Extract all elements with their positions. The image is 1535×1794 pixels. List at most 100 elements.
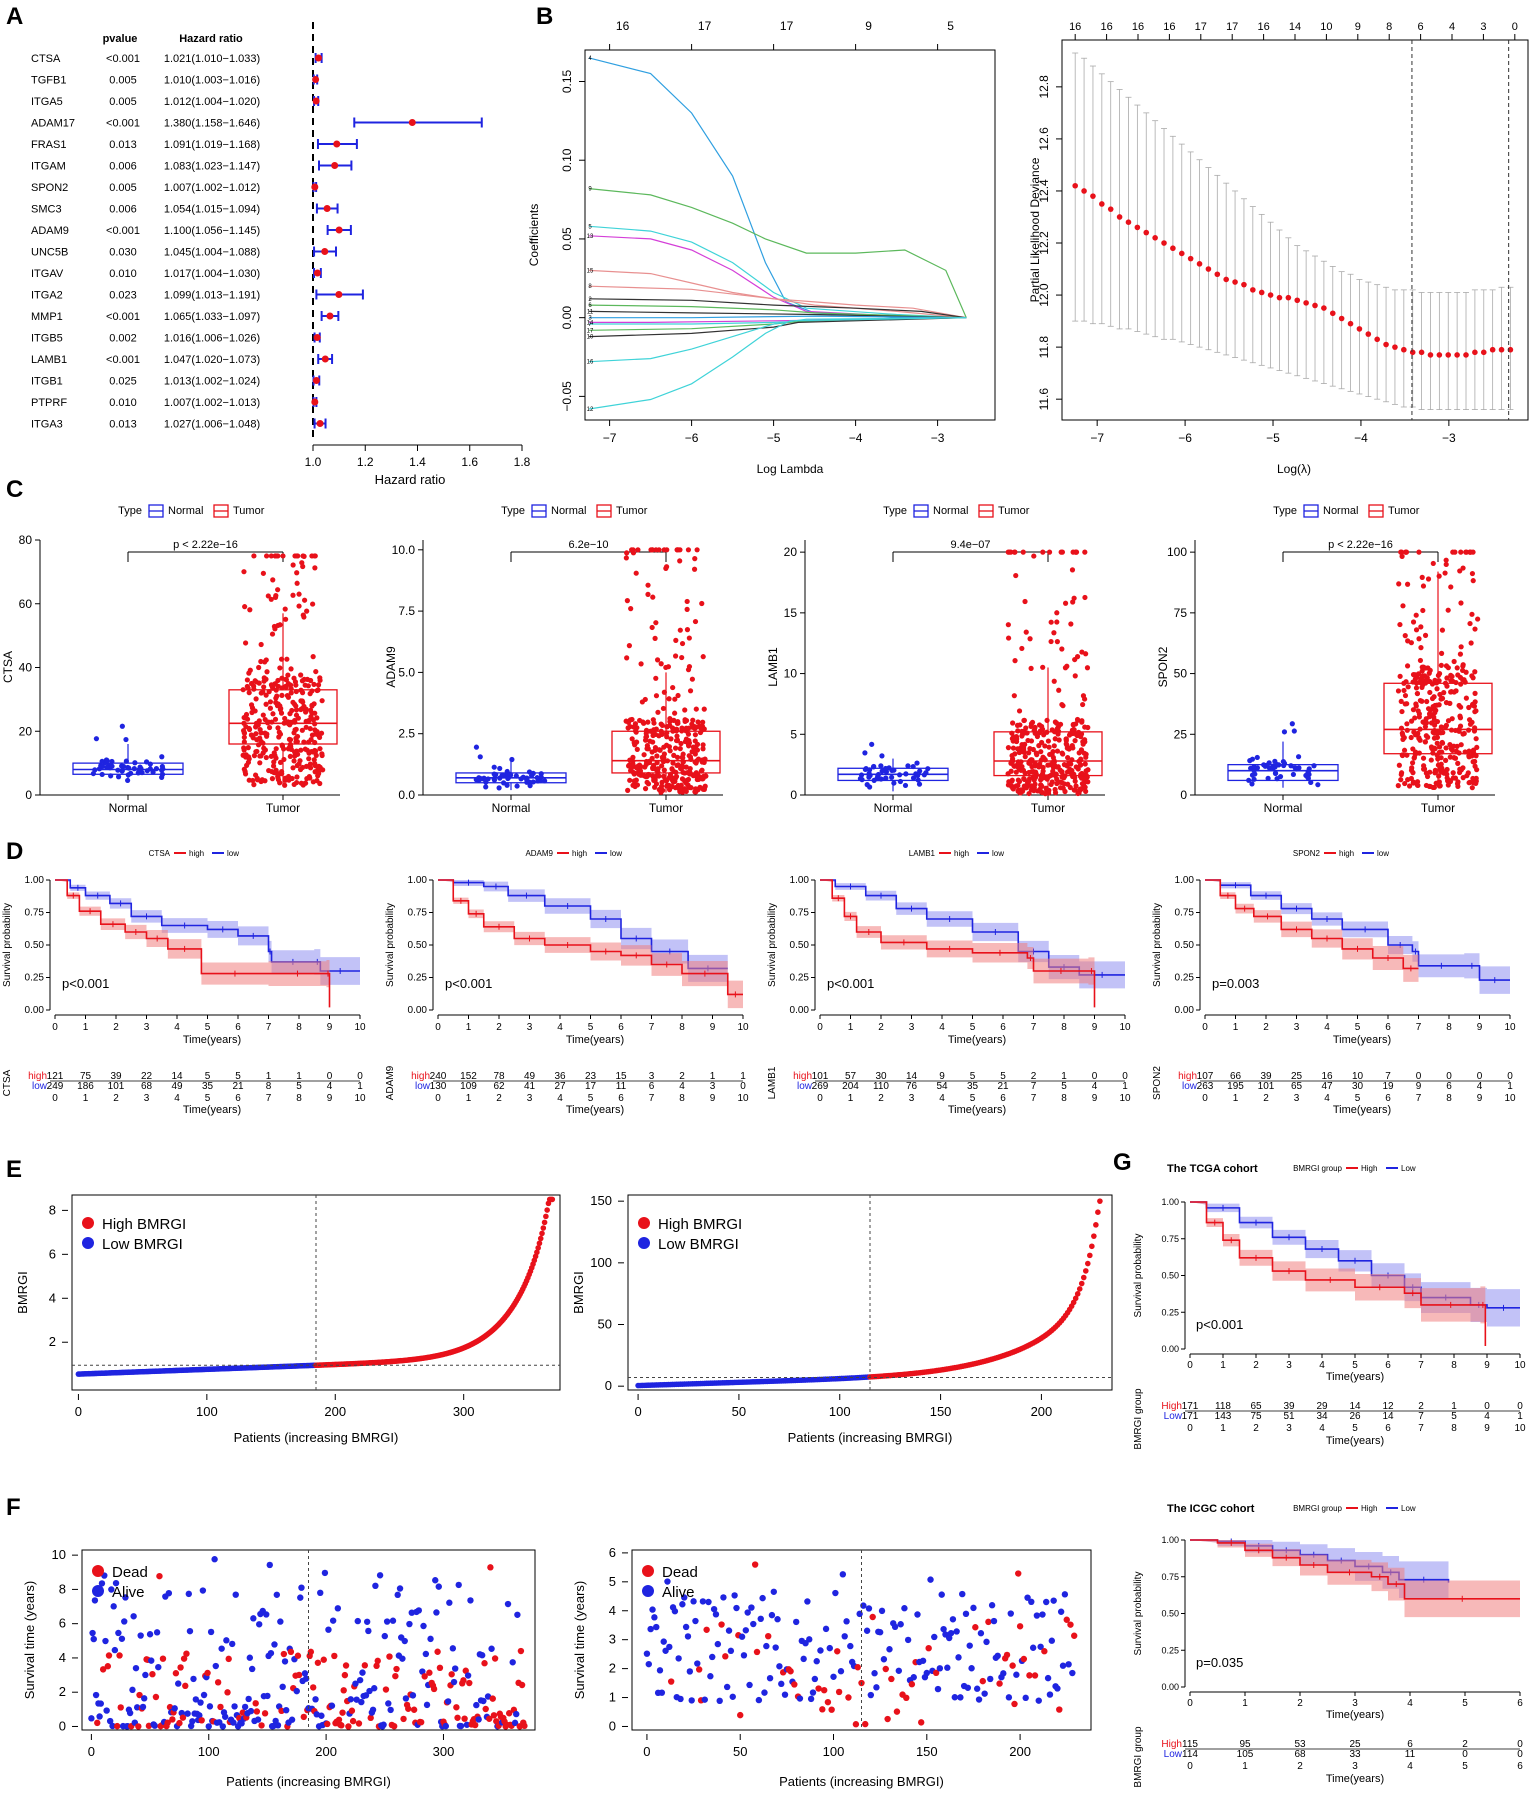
- boxplot-points: [90, 553, 326, 788]
- tumor-point: [1080, 701, 1086, 708]
- tumor-point: [625, 787, 631, 793]
- status-y-tick-label: 10: [52, 1547, 66, 1562]
- tumor-point: [631, 778, 637, 784]
- risk-y-label: BMRGI: [15, 1271, 30, 1314]
- cohort-x-tick-label: 4: [1319, 1360, 1325, 1371]
- risk-count-high: 2: [679, 1071, 685, 1082]
- forest-pvalue: 0.005: [109, 75, 137, 87]
- forest-gene: ITGAM: [31, 161, 66, 173]
- alive-point: [380, 1721, 387, 1728]
- tumor-point: [643, 758, 650, 765]
- tumor-point: [265, 593, 271, 599]
- normal-point: [891, 780, 897, 786]
- tumor-point: [1084, 665, 1091, 671]
- tumor-point: [317, 675, 323, 681]
- alive-point: [966, 1642, 973, 1649]
- tumor-point: [1012, 658, 1018, 664]
- tumor-point: [271, 769, 277, 776]
- normal-point: [903, 771, 909, 777]
- alive-point: [837, 1668, 845, 1675]
- km-y-tick-label: 0.00: [1175, 1005, 1195, 1016]
- dead-point: [1031, 1672, 1039, 1679]
- tumor-point: [1443, 557, 1449, 563]
- normal-point: [104, 757, 110, 764]
- risk-x-tick-label: 0: [435, 1093, 441, 1104]
- forest-row: UNC5B 0.030 1.045(1.004−1.088): [31, 246, 337, 259]
- tumor-point: [641, 720, 647, 726]
- tumor-point: [258, 658, 264, 665]
- tumor-point: [1450, 678, 1456, 684]
- risk-count-high: 0: [1446, 1071, 1452, 1082]
- forest-row: MMP1 <0.001 1.065(1.033−1.097): [31, 311, 340, 323]
- legend-label-normal: Normal: [551, 505, 586, 517]
- forest-pvalue: <0.001: [106, 225, 140, 237]
- alive-point: [746, 1681, 753, 1689]
- km-y-tick-label: 0.75: [1175, 908, 1195, 919]
- dead-point: [521, 1722, 528, 1730]
- forest-row: PTPRF 0.010 1.007(1.002−1.013): [31, 397, 319, 409]
- tumor-point: [301, 597, 308, 603]
- status-y-tick-label: 5: [609, 1574, 616, 1589]
- risk-count-low: 195: [1227, 1081, 1244, 1092]
- km-x-tick-label: 9: [1092, 1022, 1098, 1033]
- legend-high-key: [638, 1217, 650, 1229]
- risk-count-high: 2: [1031, 1071, 1037, 1082]
- forest-hr-text: 1.013(1.002−1.024): [164, 376, 260, 388]
- tumor-point: [1467, 620, 1473, 627]
- alive-point: [712, 1611, 720, 1618]
- tumor-point: [666, 744, 673, 750]
- tumor-point: [1438, 650, 1445, 656]
- risk-count-high: 0: [1122, 1071, 1128, 1082]
- cohort-risk-x-tick-label: 9: [1484, 1423, 1490, 1434]
- normal-point: [1274, 776, 1280, 782]
- coef-curve-label: 3: [588, 316, 592, 322]
- risk-count-low: 249: [47, 1081, 64, 1092]
- risk-count-high: 14: [906, 1071, 918, 1082]
- dead-point: [278, 1707, 285, 1715]
- km-x-tick-label: 1: [848, 1022, 854, 1033]
- tumor-point: [1420, 755, 1427, 761]
- cohort-risk-count-low: 68: [1294, 1749, 1306, 1760]
- dead-point: [253, 1708, 261, 1715]
- alive-point: [277, 1618, 284, 1625]
- tumor-point: [1398, 777, 1404, 783]
- tumor-point: [650, 594, 656, 600]
- cv-y-tick-label: 12.0: [1037, 283, 1051, 307]
- tumor-point: [250, 777, 256, 784]
- km-x-tick-label: 2: [496, 1022, 502, 1033]
- km-y-tick-label: 1.00: [1175, 875, 1195, 886]
- km-pvalue: p=0.003: [1212, 976, 1259, 991]
- alive-point: [675, 1655, 682, 1662]
- coef-top-label: 17: [698, 19, 712, 33]
- tumor-point: [284, 656, 290, 662]
- tumor-point: [1413, 612, 1419, 618]
- tumor-point: [1069, 567, 1076, 573]
- normal-point: [144, 768, 150, 774]
- alive-point: [399, 1655, 406, 1662]
- cohort-risk-count-high: 2: [1418, 1401, 1424, 1412]
- alive-point: [449, 1645, 457, 1652]
- dead-point: [307, 1648, 315, 1656]
- high-risk-point: [536, 1240, 543, 1247]
- alive-point: [192, 1696, 200, 1703]
- alive-point: [733, 1604, 740, 1612]
- survival-line: [1205, 879, 1510, 981]
- alive-point: [139, 1703, 147, 1711]
- cohort-y-tick-label: 0.00: [1161, 1682, 1179, 1692]
- cohort-curve-high: [1190, 1201, 1487, 1349]
- tumor-point: [307, 775, 313, 781]
- cv-top-label: 8: [1386, 21, 1392, 33]
- tumor-point: [1474, 767, 1480, 773]
- risk-count-low: 1: [1507, 1081, 1513, 1092]
- alive-point: [423, 1701, 431, 1709]
- tumor-point: [1018, 759, 1024, 765]
- tumor-point: [246, 670, 252, 676]
- alive-point: [155, 1663, 162, 1671]
- tumor-point: [1078, 762, 1084, 768]
- km-x-tick-label: 1: [466, 1022, 472, 1033]
- alive-point: [768, 1611, 776, 1619]
- alive-point: [151, 1722, 158, 1729]
- tumor-point: [242, 604, 248, 610]
- tumor-point: [1418, 624, 1424, 630]
